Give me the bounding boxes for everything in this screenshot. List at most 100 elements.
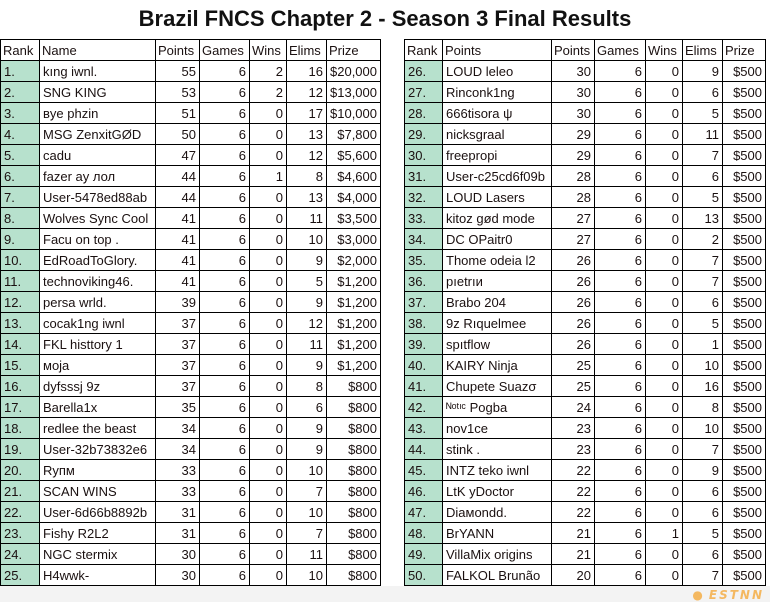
cell-points: 22 [551,480,595,502]
cell-name: FKL histtory 1 [39,333,156,355]
header-row: Rank Points Points Games Wins Elims Prize [404,39,766,61]
table-row: 20. Rупм 33 6 0 10 $800 [0,459,381,481]
cell-name: cocak1ng iwnl [39,312,156,334]
cell-rank: 13. [0,312,40,334]
table-row: 38. 9z Rıquelmee 26 6 0 5 $500 [404,312,766,334]
cell-wins: 0 [645,312,683,334]
cell-wins: 0 [249,438,287,460]
cell-points: 30 [155,564,200,586]
cell-points: 26 [551,270,595,292]
cell-name: вye phzin [39,102,156,124]
cell-name: User-5478ed88ab [39,186,156,208]
cell-wins: 0 [645,417,683,439]
cell-prize: $500 [722,375,766,397]
cell-wins: 0 [249,564,287,586]
cell-points: 26 [551,291,595,313]
table-row: 30. freepropi 29 6 0 7 $500 [404,144,766,166]
cell-name: Barella1x [39,396,156,418]
cell-points: 31 [155,501,200,523]
cell-wins: 1 [249,165,287,187]
cell-rank: 9. [0,228,40,250]
cell-rank: 22. [0,501,40,523]
cell-name: NGC stermix [39,543,156,565]
table-row: 23. Fishy R2L2 31 6 0 7 $800 [0,522,381,544]
column-header-rank: Rank [404,39,443,61]
cell-points: 33 [155,480,200,502]
cell-games: 6 [594,333,646,355]
cell-games: 6 [199,249,250,271]
cell-prize: $500 [722,123,766,145]
cell-name: Chupete Suazσ [442,375,552,397]
cell-elims: 8 [682,396,723,418]
header-row: Rank Name Points Games Wins Elims Prize [0,39,381,61]
cell-points: 24 [551,396,595,418]
cell-elims: 7 [682,438,723,460]
cell-games: 6 [199,186,250,208]
cell-games: 6 [199,354,250,376]
cell-prize: $800 [326,459,381,481]
cell-wins: 0 [645,144,683,166]
cell-games: 6 [199,312,250,334]
cell-games: 6 [594,417,646,439]
cell-prize: $800 [326,438,381,460]
table-row: 47. Diaмondd. 22 6 0 6 $500 [404,501,766,523]
cell-name: KAIRY Ninja [442,354,552,376]
cell-prize: $7,800 [326,123,381,145]
cell-points: 26 [551,312,595,334]
cell-prize: $500 [722,165,766,187]
cell-elims: 16 [286,60,327,82]
cell-elims: 11 [286,207,327,229]
cell-elims: 9 [682,459,723,481]
cell-wins: 0 [645,459,683,481]
cell-points: 37 [155,333,200,355]
cell-points: 23 [551,417,595,439]
cell-name: Rупм [39,459,156,481]
table-row: 11. technoviking46. 41 6 0 5 $1,200 [0,270,381,292]
cell-name: SCAN WINS [39,480,156,502]
cell-wins: 0 [645,501,683,523]
cell-prize: $800 [326,480,381,502]
cell-games: 6 [199,375,250,397]
cell-prize: $500 [722,333,766,355]
cell-points: 47 [155,144,200,166]
cell-rank: 38. [404,312,443,334]
cell-wins: 0 [249,291,287,313]
table-row: 46. LtK yDoctor 22 6 0 6 $500 [404,480,766,502]
cell-wins: 0 [249,270,287,292]
cell-prize: $500 [722,522,766,544]
cell-games: 6 [594,270,646,292]
cell-rank: 49. [404,543,443,565]
cell-points: 29 [551,123,595,145]
cell-elims: 5 [286,270,327,292]
table-row: 49. VillaMix origins 21 6 0 6 $500 [404,543,766,565]
cell-rank: 5. [0,144,40,166]
cell-games: 6 [199,270,250,292]
column-header-elims: Elims [682,39,723,61]
estnn-watermark-logo: ● ESTNN [692,588,764,602]
cell-games: 6 [199,459,250,481]
cell-games: 6 [594,186,646,208]
cell-elims: 9 [286,438,327,460]
table-row: 13. cocak1ng iwnl 37 6 0 12 $1,200 [0,312,381,334]
cell-elims: 6 [682,543,723,565]
cell-wins: 0 [645,207,683,229]
cell-points: 37 [155,312,200,334]
cell-rank: 40. [404,354,443,376]
cell-prize: $800 [326,522,381,544]
cell-wins: 0 [645,186,683,208]
column-header-name: Points [442,39,552,61]
cell-games: 6 [199,60,250,82]
cell-elims: 7 [682,564,723,586]
watermark-text: ESTNN [708,588,764,602]
cell-elims: 11 [682,123,723,145]
cell-wins: 0 [249,459,287,481]
cell-games: 6 [594,291,646,313]
table-row: 17. Barella1x 35 6 0 6 $800 [0,396,381,418]
cell-rank: 16. [0,375,40,397]
cell-games: 6 [594,522,646,544]
cell-elims: 6 [682,480,723,502]
cell-wins: 0 [249,249,287,271]
cell-prize: $5,600 [326,144,381,166]
cell-prize: $500 [722,417,766,439]
cell-rank: 7. [0,186,40,208]
